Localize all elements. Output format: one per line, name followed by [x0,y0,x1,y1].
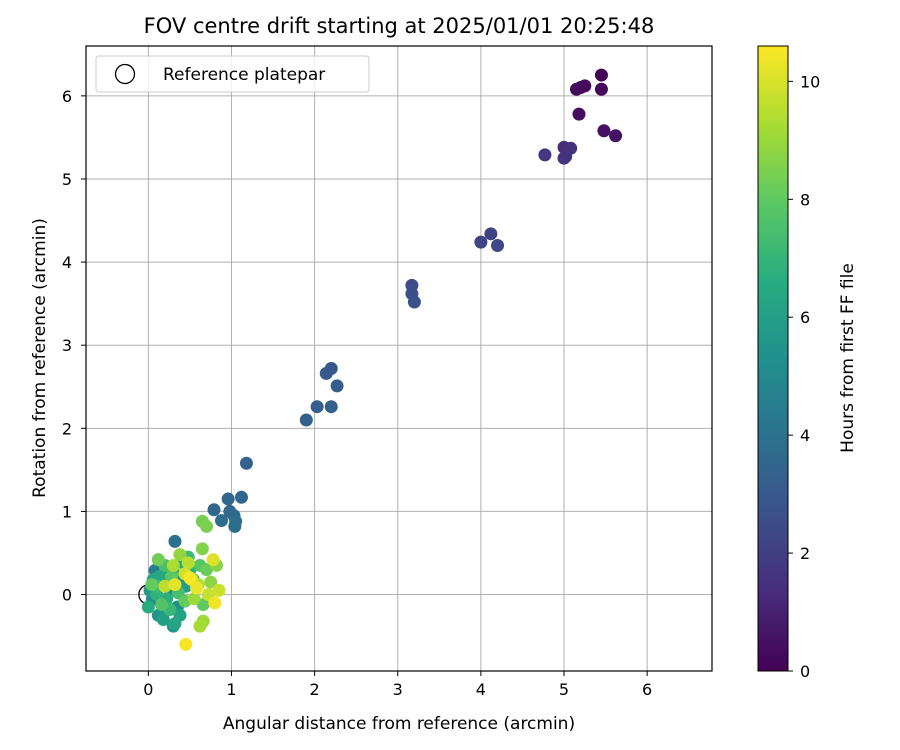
x-tick-label: 6 [642,680,652,699]
data-point [212,583,226,597]
colorbar-ticks: 0 2 4 6 8 10 [788,72,820,681]
data-point [228,519,242,533]
data-point [183,571,197,585]
x-tick-label: 0 [143,680,153,699]
data-point [538,148,552,162]
data-point [200,519,214,533]
data-points [138,68,623,651]
data-point [594,68,608,82]
colorbar-tick-label: 6 [800,308,810,327]
data-point [234,490,248,504]
data-point [168,617,182,631]
data-point [187,592,201,606]
y-tick-label: 1 [62,502,72,521]
y-tick-label: 6 [62,87,72,106]
data-point [330,379,344,393]
y-axis-label: Rotation from reference (arcmin) [30,218,50,498]
y-tick-label: 0 [62,586,72,605]
chart-title: FOV centre drift starting at 2025/01/01 … [144,14,655,38]
data-point [193,619,207,633]
data-point [195,542,209,556]
x-axis-label: Angular distance from reference (arcmin) [223,714,575,734]
data-point [156,612,170,626]
data-point [484,227,498,241]
data-point [141,600,155,614]
x-tick-label: 3 [393,680,403,699]
data-point [206,553,220,567]
data-point [153,569,167,583]
data-point [166,558,180,572]
data-point [299,413,313,427]
data-point [474,235,488,249]
data-point [158,579,172,593]
colorbar-tick-label: 10 [800,72,820,91]
data-point [173,548,187,562]
y-tick-label: 3 [62,336,72,355]
x-tick-label: 2 [310,680,320,699]
data-point [310,400,324,414]
data-point [407,295,421,309]
data-point [594,82,608,96]
x-tick-label: 4 [476,680,486,699]
legend-label: Reference platepar [163,65,325,85]
y-tick-label: 5 [62,170,72,189]
data-point [597,124,611,138]
data-point [179,637,193,651]
data-point [578,79,592,93]
data-point [145,578,159,592]
y-tick-label: 4 [62,253,72,272]
y-axis-ticks: 0 1 2 3 4 5 6 [62,87,86,605]
data-point [181,556,195,570]
data-point [204,575,218,589]
data-point [239,456,253,470]
data-point [155,598,169,612]
data-point [208,596,222,610]
data-point [168,578,182,592]
legend: Reference platepar [95,55,370,93]
data-point [609,129,623,143]
data-point [207,503,221,517]
colorbar-tick-label: 4 [800,426,810,445]
data-point [572,107,586,121]
data-point [221,492,235,506]
x-tick-label: 5 [559,680,569,699]
data-point [324,400,338,414]
data-point [491,238,505,252]
legend-box [95,55,370,93]
data-point [215,514,229,528]
x-tick-label: 1 [226,680,236,699]
colorbar-tick-label: 8 [800,190,810,209]
data-point [190,581,204,595]
plot-frame [85,45,713,672]
data-point [557,151,571,165]
legend-marker-icon [114,63,136,85]
colorbar [757,45,789,672]
x-axis-ticks: 0 1 2 3 4 5 6 [143,671,652,699]
y-tick-label: 2 [62,419,72,438]
colorbar-label: Hours from first FF file [838,263,858,453]
data-point [168,534,182,548]
data-point [200,563,214,577]
data-point [151,553,165,567]
colorbar-tick-label: 2 [800,544,810,563]
colorbar-tick-label: 0 [800,662,810,681]
data-point [319,366,333,380]
